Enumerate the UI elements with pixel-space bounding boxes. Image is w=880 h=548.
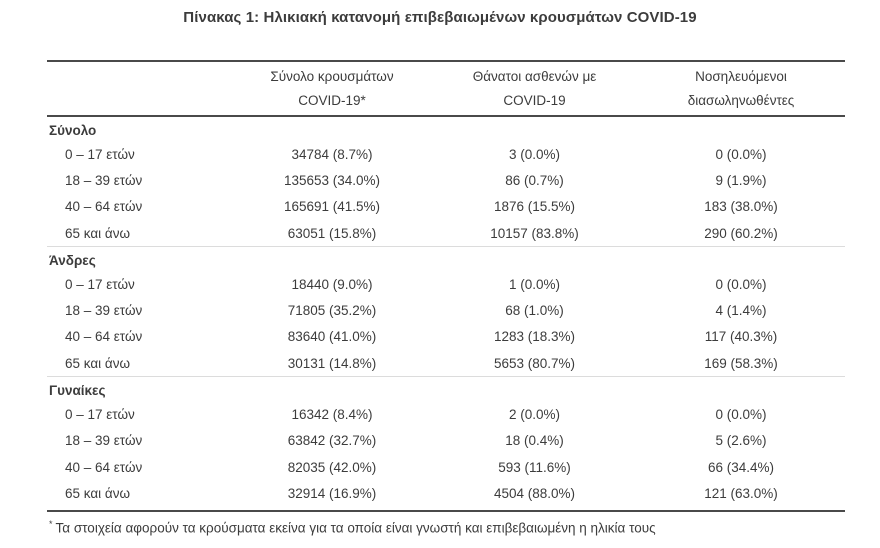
cell-total-cases: 63051 (15.8%) <box>287 225 377 241</box>
cell-age-group: 40 – 64 ετών <box>65 329 143 345</box>
cell-age-group: 65 και άνω <box>65 355 131 371</box>
cell-age-group: 0 – 17 ετών <box>65 276 135 292</box>
cell-total-cases: 63842 (32.7%) <box>287 433 377 449</box>
cell-deaths: 3 (0.0%) <box>508 146 561 162</box>
cell-age-group: 65 και άνω <box>65 485 131 501</box>
table-row: 18 – 39 ετών 71805 (35.2%) 68 (1.0%) 4 (1.4… <box>47 297 845 323</box>
cell-intubated: 4 (1.4%) <box>715 303 767 319</box>
cell-intubated: 183 (38.0%) <box>704 199 778 215</box>
cell-intubated: 5 (2.6%) <box>715 433 767 449</box>
cell-age-group: 65 και άνω <box>65 225 131 241</box>
table-row: 40 – 64 ετών 83640 (41.0%) 1283 (18.3%) 117… <box>47 324 845 350</box>
table-row: 0 – 17 ετών 34784 (8.7%) 3 (0.0%) 0 (0.0%) <box>47 141 845 167</box>
cell-intubated: 66 (34.4%) <box>707 459 775 475</box>
table-body: Σύνολο 0 – 17 ετών 34784 (8.7%) 3 (0.0%) 0 (… <box>47 117 845 507</box>
cell-deaths: 86 (0.7%) <box>505 172 564 188</box>
table-row: 18 – 39 ετών 135653 (34.0%) 86 (0.7%) 9 (1.… <box>47 167 845 193</box>
table-row: 65 και άνω 30131 (14.8%) 5653 (80.7%) 169 (… <box>47 350 845 376</box>
header-total-cases-line1: Σύνολο κρουσμάτων <box>270 68 394 84</box>
cell-total-cases: 18440 (9.0%) <box>291 276 373 292</box>
cell-deaths: 1 (0.0%) <box>508 276 561 292</box>
cell-age-group: 18 – 39 ετών <box>65 433 143 449</box>
section-label: Γυναίκες <box>49 383 106 399</box>
cell-total-cases: 165691 (41.5%) <box>283 199 381 215</box>
cell-deaths: 1283 (18.3%) <box>493 329 576 345</box>
cell-deaths: 593 (11.6%) <box>498 459 571 475</box>
cell-intubated: 117 (40.3%) <box>704 329 778 345</box>
header-deaths: Θάνατοι ασθενών με COVID-19 <box>432 65 637 112</box>
cell-deaths: 10157 (83.8%) <box>490 225 579 241</box>
cell-intubated: 0 (0.0%) <box>715 146 767 162</box>
cell-total-cases: 32914 (16.9%) <box>287 485 377 501</box>
cell-intubated: 0 (0.0%) <box>715 407 767 423</box>
cell-deaths: 4504 (88.0%) <box>493 485 576 501</box>
header-deaths-line2: COVID-19 <box>503 92 566 108</box>
cell-total-cases: 16342 (8.4%) <box>291 407 373 423</box>
cell-intubated: 9 (1.9%) <box>715 172 767 188</box>
cell-total-cases: 34784 (8.7%) <box>291 146 373 162</box>
cell-intubated: 0 (0.0%) <box>715 276 767 292</box>
table-row: 0 – 17 ετών 18440 (9.0%) 1 (0.0%) 0 (0.0%) <box>47 271 845 297</box>
table-row: 40 – 64 ετών 82035 (42.0%) 593 (11.6%) 66 (… <box>47 454 845 480</box>
header-total-cases: Σύνολο κρουσμάτων COVID-19* <box>232 65 432 112</box>
cell-intubated: 169 (58.3%) <box>704 355 778 371</box>
cell-deaths: 2 (0.0%) <box>508 407 561 423</box>
cell-intubated: 121 (63.0%) <box>704 485 778 501</box>
cell-total-cases: 135653 (34.0%) <box>283 172 381 188</box>
header-intubated-line2: διασωληνωθέντες <box>687 92 795 108</box>
table-header-row: Σύνολο κρουσμάτων COVID-19* Θάνατοι ασθε… <box>47 62 845 117</box>
covid-age-table: Σύνολο κρουσμάτων COVID-19* Θάνατοι ασθε… <box>47 60 845 535</box>
cell-age-group: 0 – 17 ετών <box>65 407 135 423</box>
cell-age-group: 18 – 39 ετών <box>65 303 143 319</box>
table-row: 65 και άνω 63051 (15.8%) 10157 (83.8%) 290 … <box>47 220 845 246</box>
table-row: 18 – 39 ετών 63842 (32.7%) 18 (0.4%) 5 (2.6… <box>47 428 845 454</box>
page-title: Πίνακας 1: Ηλικιακή κατανομή επιβεβαιωμέ… <box>183 9 697 26</box>
table-row: 40 – 64 ετών 165691 (41.5%) 1876 (15.5%) 18… <box>47 194 845 220</box>
footnote: * Τα στοιχεία αφορούν τα κρούσματα εκείνα… <box>47 509 845 536</box>
header-total-cases-line2: COVID-19* <box>298 92 366 108</box>
footnote-asterisk: * <box>49 518 53 529</box>
cell-total-cases: 71805 (35.2%) <box>287 303 377 319</box>
section-label: Άνδρες <box>49 253 96 269</box>
cell-total-cases: 83640 (41.0%) <box>287 329 377 345</box>
cell-deaths: 5653 (80.7%) <box>493 355 576 371</box>
section-label: Σύνολο <box>49 123 97 138</box>
cell-deaths: 68 (1.0%) <box>505 303 564 319</box>
table-row: 0 – 17 ετών 16342 (8.4%) 2 (0.0%) 0 (0.0%) <box>47 401 845 427</box>
cell-age-group: 0 – 17 ετών <box>65 146 135 162</box>
footnote-text: Τα στοιχεία αφορούν τα κρούσματα εκείνα … <box>55 520 656 536</box>
cell-deaths: 18 (0.4%) <box>505 433 564 449</box>
cell-age-group: 40 – 64 ετών <box>65 199 143 215</box>
table-section-3: Γυναίκες 0 – 17 ετών 16342 (8.4%) 2 (0.0%) 0… <box>47 376 845 506</box>
cell-age-group: 18 – 39 ετών <box>65 172 143 188</box>
cell-intubated: 290 (60.2%) <box>704 225 778 241</box>
cell-total-cases: 82035 (42.0%) <box>287 459 377 475</box>
header-deaths-line1: Θάνατοι ασθενών με <box>472 68 597 84</box>
cell-deaths: 1876 (15.5%) <box>493 199 576 215</box>
cell-age-group: 40 – 64 ετών <box>65 459 143 475</box>
table-row: 65 και άνω 32914 (16.9%) 4504 (88.0%) 121 (… <box>47 480 845 506</box>
header-intubated: Νοσηλευόμενοι διασωληνωθέντες <box>637 65 845 112</box>
header-intubated-line1: Νοσηλευόμενοι <box>695 68 787 84</box>
table-section-2: Άνδρες 0 – 17 ετών 18440 (9.0%) 1 (0.0%) 0 (… <box>47 246 845 376</box>
cell-total-cases: 30131 (14.8%) <box>287 355 377 371</box>
table-section-1: Σύνολο 0 – 17 ετών 34784 (8.7%) 3 (0.0%) 0 (… <box>47 117 845 246</box>
